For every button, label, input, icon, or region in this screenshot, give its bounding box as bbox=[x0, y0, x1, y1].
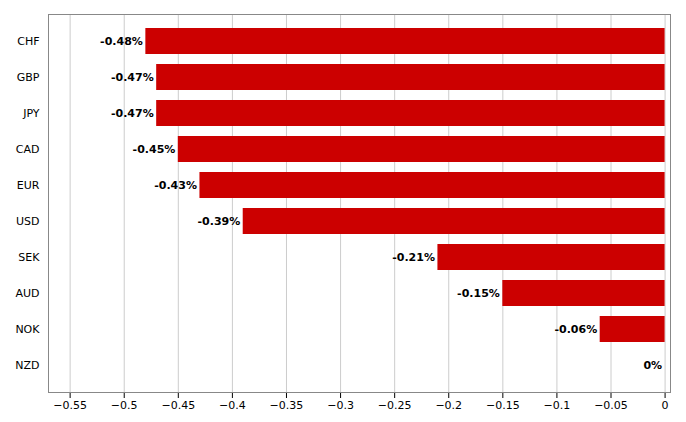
svg-text:SEK: SEK bbox=[18, 251, 40, 264]
svg-text:−0.05: −0.05 bbox=[594, 399, 628, 412]
svg-text:−0.35: −0.35 bbox=[270, 399, 304, 412]
svg-text:-0.47%: -0.47% bbox=[111, 71, 154, 84]
svg-text:CAD: CAD bbox=[16, 143, 40, 156]
svg-text:GBP: GBP bbox=[17, 71, 40, 84]
svg-text:0%: 0% bbox=[643, 359, 662, 372]
svg-text:AUD: AUD bbox=[15, 287, 39, 300]
svg-text:-0.21%: -0.21% bbox=[392, 251, 435, 264]
svg-text:0: 0 bbox=[662, 399, 669, 412]
svg-text:−0.5: −0.5 bbox=[111, 399, 138, 412]
svg-text:−0.15: −0.15 bbox=[486, 399, 520, 412]
svg-text:-0.48%: -0.48% bbox=[100, 35, 143, 48]
svg-text:−0.45: −0.45 bbox=[161, 399, 195, 412]
svg-text:USD: USD bbox=[16, 215, 40, 228]
svg-text:−0.4: −0.4 bbox=[219, 399, 246, 412]
svg-text:EUR: EUR bbox=[17, 179, 40, 192]
svg-text:CHF: CHF bbox=[17, 35, 39, 48]
svg-text:-0.06%: -0.06% bbox=[554, 323, 597, 336]
svg-text:NOK: NOK bbox=[15, 323, 40, 336]
svg-text:−0.1: −0.1 bbox=[544, 399, 571, 412]
svg-text:-0.45%: -0.45% bbox=[133, 143, 176, 156]
svg-text:−0.25: −0.25 bbox=[378, 399, 412, 412]
svg-text:−0.55: −0.55 bbox=[53, 399, 87, 412]
svg-text:NZD: NZD bbox=[15, 359, 39, 372]
svg-text:JPY: JPY bbox=[22, 107, 40, 120]
svg-text:-0.47%: -0.47% bbox=[111, 107, 154, 120]
svg-text:−0.2: −0.2 bbox=[435, 399, 462, 412]
svg-text:-0.15%: -0.15% bbox=[457, 287, 500, 300]
svg-text:-0.43%: -0.43% bbox=[154, 179, 197, 192]
svg-text:-0.39%: -0.39% bbox=[197, 215, 240, 228]
svg-text:−0.3: −0.3 bbox=[327, 399, 354, 412]
